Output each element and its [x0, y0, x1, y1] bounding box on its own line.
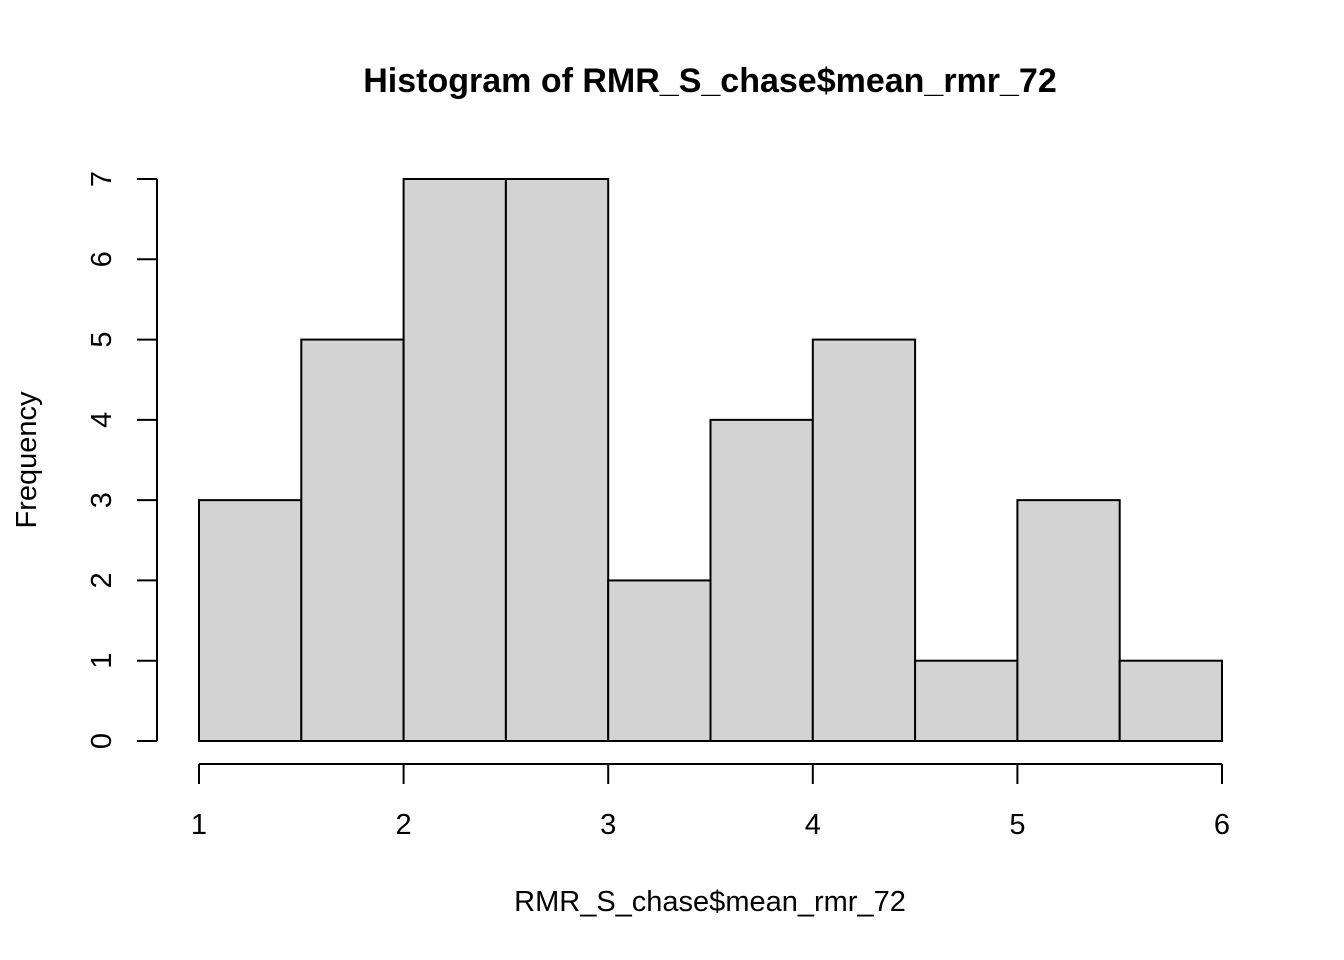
histogram-bar-2 — [300, 338, 405, 742]
histogram-bar-5 — [607, 579, 712, 743]
y-axis: 0 1 2 3 4 5 6 7 — [86, 171, 158, 749]
y-tick-label: 6 — [86, 251, 118, 267]
x-tick-label: 4 — [805, 809, 821, 841]
histogram-bar-8 — [914, 659, 1019, 743]
x-axis-label: RMR_S_chase$mean_rmr_72 — [514, 886, 906, 918]
y-tick-label: 5 — [86, 332, 118, 348]
chart-title: Histogram of RMR_S_chase$mean_rmr_72 — [363, 62, 1057, 100]
x-tick-label: 3 — [600, 809, 616, 841]
y-tick-label: 3 — [86, 492, 118, 508]
x-tick-label: 5 — [1009, 809, 1025, 841]
histogram-bar-4 — [504, 178, 610, 742]
x-axis: 1 2 3 4 5 6 — [191, 763, 1230, 841]
y-axis-label: Frequency — [11, 391, 43, 529]
y-tick-label: 2 — [86, 572, 118, 588]
histogram-bar-6 — [709, 418, 814, 742]
x-tick-label: 2 — [396, 809, 412, 841]
x-tick-label: 6 — [1214, 809, 1230, 841]
histogram-bar-1 — [198, 499, 303, 742]
histogram-bar-3 — [402, 178, 507, 742]
bars-group — [198, 178, 1223, 743]
y-tick-label: 1 — [86, 653, 118, 669]
y-tick-label: 7 — [86, 171, 118, 187]
histogram-bar-9 — [1016, 499, 1121, 742]
histogram-bar-10 — [1118, 659, 1223, 743]
histogram-bar-7 — [811, 338, 917, 742]
y-tick-label: 4 — [86, 412, 118, 428]
y-tick-label: 0 — [86, 733, 118, 749]
x-tick-label: 1 — [191, 809, 207, 841]
